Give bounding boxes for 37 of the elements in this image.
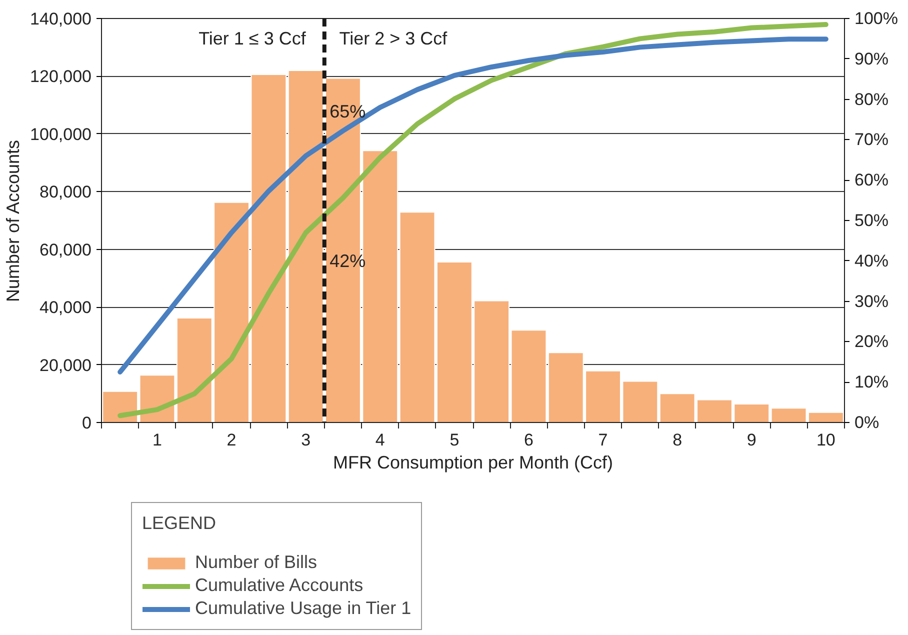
x-tick-label: 1: [152, 430, 162, 450]
x-tick-label: 4: [375, 430, 385, 450]
y-tick-label: 140,000: [30, 10, 92, 28]
y2-tick-label: 100%: [854, 9, 898, 28]
y2-tick-label: 30%: [854, 292, 889, 311]
x-tick-label: 10: [816, 430, 836, 450]
x-tick-label: 7: [598, 430, 608, 450]
y2-tick-label: 50%: [854, 211, 889, 230]
x-tick-label: 6: [524, 430, 534, 450]
y-axis-title: Number of Accounts: [3, 140, 24, 302]
annotation: Tier 2 > 3 Ccf: [339, 28, 448, 49]
y2-tick-label: 0%: [854, 413, 880, 432]
legend-label: Cumulative Accounts: [195, 575, 364, 596]
y-tick-label: 0: [82, 414, 92, 432]
y-tick-label: 120,000: [30, 67, 92, 86]
legend-title: LEGEND: [142, 513, 218, 534]
x-tick-label: 5: [450, 430, 460, 450]
y2-tick-label: 80%: [854, 90, 889, 109]
legend-label: Number of Bills: [195, 552, 318, 573]
x-axis-title: MFR Consumption per Month (Ccf): [332, 452, 614, 472]
x-tick-label: 8: [672, 430, 682, 450]
x-tick-label: 3: [301, 430, 311, 450]
y2-tick-label: 40%: [854, 251, 889, 270]
x-tick-label: 2: [226, 430, 236, 450]
y-tick-label: 20,000: [40, 356, 92, 375]
y2-tick-label: 10%: [854, 372, 889, 392]
y-tick-label: 100,000: [30, 124, 92, 144]
y-tick-label: 60,000: [40, 240, 92, 260]
annotation: Tier 1 ≤ 3 Ccf: [198, 28, 307, 49]
y2-tick-label: 70%: [854, 130, 889, 150]
x-tick-label: 9: [746, 430, 756, 450]
y2-tick-label: 90%: [854, 49, 889, 68]
y-tick-label: 80,000: [40, 182, 92, 202]
legend-label: Cumulative Usage in Tier 1: [195, 598, 412, 619]
y-tick-label: 40,000: [40, 298, 92, 318]
y2-tick-label: 20%: [854, 332, 889, 352]
y2-tick-label: 60%: [854, 170, 889, 190]
